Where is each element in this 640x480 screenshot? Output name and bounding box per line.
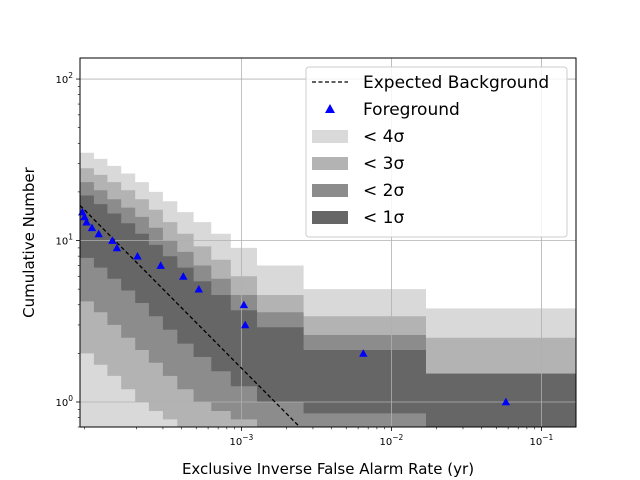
foreground-point xyxy=(108,236,117,244)
x-tick-label: 10−1 xyxy=(530,433,554,448)
x-tick-label: 10−3 xyxy=(229,433,253,448)
y-tick-label: 100 xyxy=(55,394,73,409)
foreground-point xyxy=(179,272,188,280)
legend-patch-swatch xyxy=(312,211,348,224)
y-tick-label: 101 xyxy=(55,233,73,248)
legend-box xyxy=(305,66,568,238)
expected-background-line xyxy=(80,204,301,427)
sigma-bands xyxy=(80,152,576,427)
foreground-point xyxy=(94,229,103,238)
foreground-point xyxy=(112,243,122,252)
axis-ticks: 10−3 10−2 10−1 100 101 102 xyxy=(55,71,553,448)
foreground-point xyxy=(501,397,511,406)
band-1sigma xyxy=(80,195,576,427)
band-2sigma xyxy=(80,182,576,427)
foreground-point xyxy=(133,252,142,260)
legend-label: Expected Background xyxy=(363,73,549,93)
foreground-point xyxy=(241,320,250,329)
legend-patch-swatch xyxy=(312,157,348,170)
legend-patch-swatch xyxy=(312,184,348,197)
x-tick-label: 10−2 xyxy=(380,433,404,448)
legend-patch-swatch xyxy=(312,130,348,143)
foreground-point xyxy=(239,300,249,309)
foreground-point xyxy=(156,261,165,269)
foreground-point xyxy=(82,217,91,226)
foreground-point xyxy=(359,349,368,357)
legend-label: Foreground xyxy=(363,100,460,120)
legend-label: < 3σ xyxy=(363,154,404,174)
legend-label: < 2σ xyxy=(363,181,404,201)
legend-label: < 1σ xyxy=(363,208,404,228)
x-axis-label: Exclusive Inverse False Alarm Rate (yr) xyxy=(182,460,474,478)
foreground-point xyxy=(194,284,203,293)
plot-frame xyxy=(79,57,577,428)
y-axis-label: Cumulative Number xyxy=(20,166,38,317)
legend-triangle-swatch xyxy=(325,104,335,113)
legend: Expected Background Foreground < 4σ < 3σ < 2… xyxy=(305,66,568,238)
legend-label: < 4σ xyxy=(363,127,404,147)
expected-background-series xyxy=(80,204,301,427)
foreground-point xyxy=(87,223,97,232)
y-tick-label: 102 xyxy=(55,71,73,86)
